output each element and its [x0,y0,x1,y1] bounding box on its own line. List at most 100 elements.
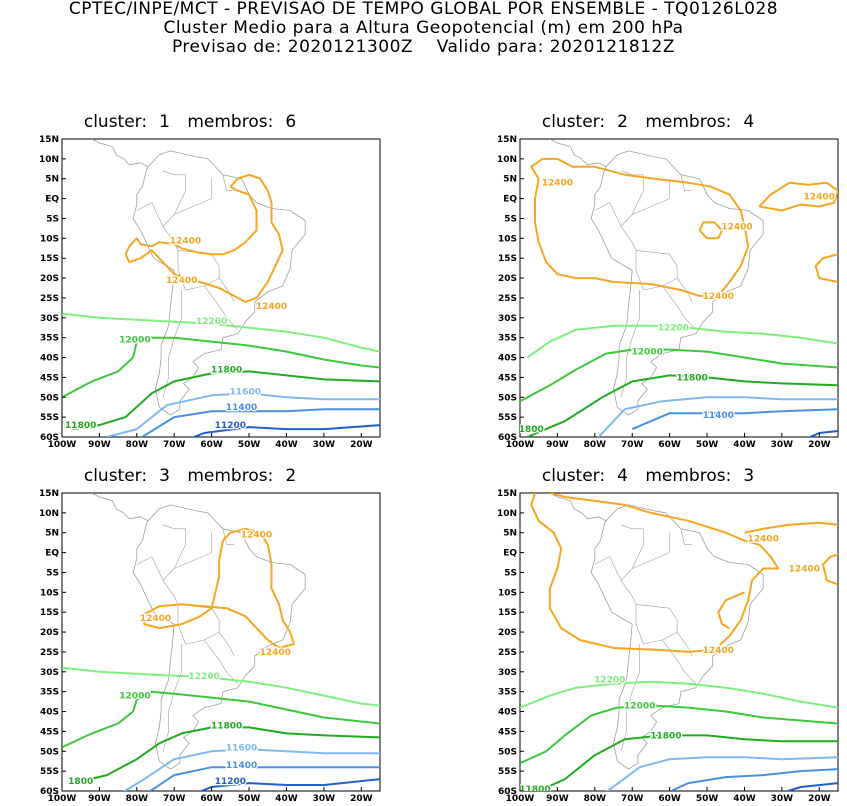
contour-line-12200 [526,324,838,359]
y-tick-label: EQ [503,549,517,559]
contour-label: 12400 [703,646,734,656]
country-border [222,528,235,545]
x-tick-label: 60W [658,440,681,450]
country-border [177,250,220,291]
country-border [620,532,693,657]
contour-label: 12400 [256,302,287,312]
y-tick-label: 30S [498,668,517,678]
y-tick-label: 20S [498,274,517,284]
y-tick-label: EQ [45,549,59,559]
map-plot: 12400 12400 12400 12200 12000 11800 11600 11400… [39,489,381,804]
central-america-coastline [91,493,149,522]
contour-line-11200 [198,778,380,791]
contour-line-12400 [744,521,838,534]
y-tick-label: 15N [497,135,517,145]
country-border [635,250,678,291]
country-border [162,524,186,569]
x-tick-label: 30W [313,440,336,450]
contour-label: 12400 [166,276,197,286]
contour-label: 12200 [196,317,227,327]
map-plot: 12400 12400 12400 12200 12000 11800 11800 15N 10… [497,489,839,804]
contour-line-11400 [140,408,380,437]
x-tick-label: 80W [584,440,607,450]
contour-line-11400 [631,408,838,431]
figure-header: CPTEC/INPE/MCT - PREVISAO DE TEMPO GLOBA… [0,0,847,57]
country-border [162,170,186,215]
panel-title: cluster: 4 membros: 3 [541,466,755,486]
country-border [680,528,693,545]
y-tick-label: 5S [46,568,59,578]
y-tick-label: 45S [498,373,517,383]
y-tick-label: 30S [498,314,517,324]
x-tick-label: 50W [238,440,261,450]
contour-label: 1800 [68,777,93,787]
x-tick-label: 30W [771,794,794,804]
x-tick-label: 70W [621,440,644,450]
country-border [620,170,644,215]
south-america-coastline [590,150,764,416]
contour-line-11600 [597,396,838,437]
x-tick-label: 100W [48,794,77,804]
south-america-coastline [132,504,306,770]
country-border [177,604,220,645]
y-tick-label: 5N [503,529,517,539]
country-border [136,556,164,581]
y-tick-label: 35S [40,334,59,344]
panel-title: cluster: 2 membros: 4 [541,112,755,132]
y-tick-label: 55S [40,767,59,777]
forecast-date: Previsao de: 2020121300Z [171,37,414,57]
contour-line-12200 [520,680,838,709]
x-tick-label: 70W [621,794,644,804]
contour-label: 11800 [211,365,242,375]
map-plot: 12400 12400 12400 12200 12000 11800 11600 11400… [39,135,381,450]
contour-label: 11400 [226,761,257,771]
panel-title: cluster: 1 membros: 6 [83,112,297,132]
contour-label: 11800 [211,721,242,731]
x-tick-label: 90W [546,794,569,804]
y-tick-label: 45S [40,373,59,383]
contour-line-11600 [606,756,838,791]
contour-label: 11800 [519,785,550,795]
y-tick-label: 15S [40,254,59,264]
y-tick-label: 10S [40,588,59,598]
contour-line-12000 [62,336,380,399]
map-frame [61,492,381,792]
contour-line-12400 [758,181,838,212]
contour-label: 11400 [226,403,257,413]
y-tick-label: 15S [498,254,517,264]
contour-line-12000 [62,690,380,749]
contour-label: 12400 [748,535,779,545]
y-tick-label: 35S [40,688,59,698]
y-tick-label: 5N [503,175,517,185]
contour-line-12000 [520,704,838,765]
contour-line-12400 [530,157,750,297]
x-tick-label: 50W [696,440,719,450]
header-title: CPTEC/INPE/MCT - PREVISAO DE TEMPO GLOBA… [68,0,779,19]
contour-line-11800 [538,734,838,791]
contour-label: 12200 [658,324,689,334]
y-tick-label: 20S [40,628,59,638]
contour-line-12400 [814,253,838,283]
y-tick-label: 5N [45,175,59,185]
contour-label: 12400 [721,222,752,232]
y-tick-label: 5S [46,214,59,224]
map-frame [519,492,839,792]
map-plot: 12400 12400 12400 12400 12200 12000 11800 11400… [497,135,839,450]
contour-label: 1800 [519,425,544,435]
contour-label: 12000 [119,336,150,346]
x-tick-label: 90W [546,440,569,450]
x-tick-label: 20W [350,794,373,804]
y-tick-label: 25S [40,294,59,304]
y-tick-label: 60S [498,433,517,443]
contour-label: 12400 [140,614,171,624]
contour-label: 12400 [703,292,734,302]
contour-line-12200 [62,666,380,707]
contour-label: 11200 [215,777,246,787]
country-border [136,202,164,227]
x-tick-label: 40W [733,440,756,450]
y-tick-label: 45S [498,727,517,737]
contour-line-11400 [148,766,380,791]
x-tick-label: 80W [126,794,149,804]
y-tick-label: 50S [40,747,59,757]
y-tick-label: 60S [40,433,59,443]
